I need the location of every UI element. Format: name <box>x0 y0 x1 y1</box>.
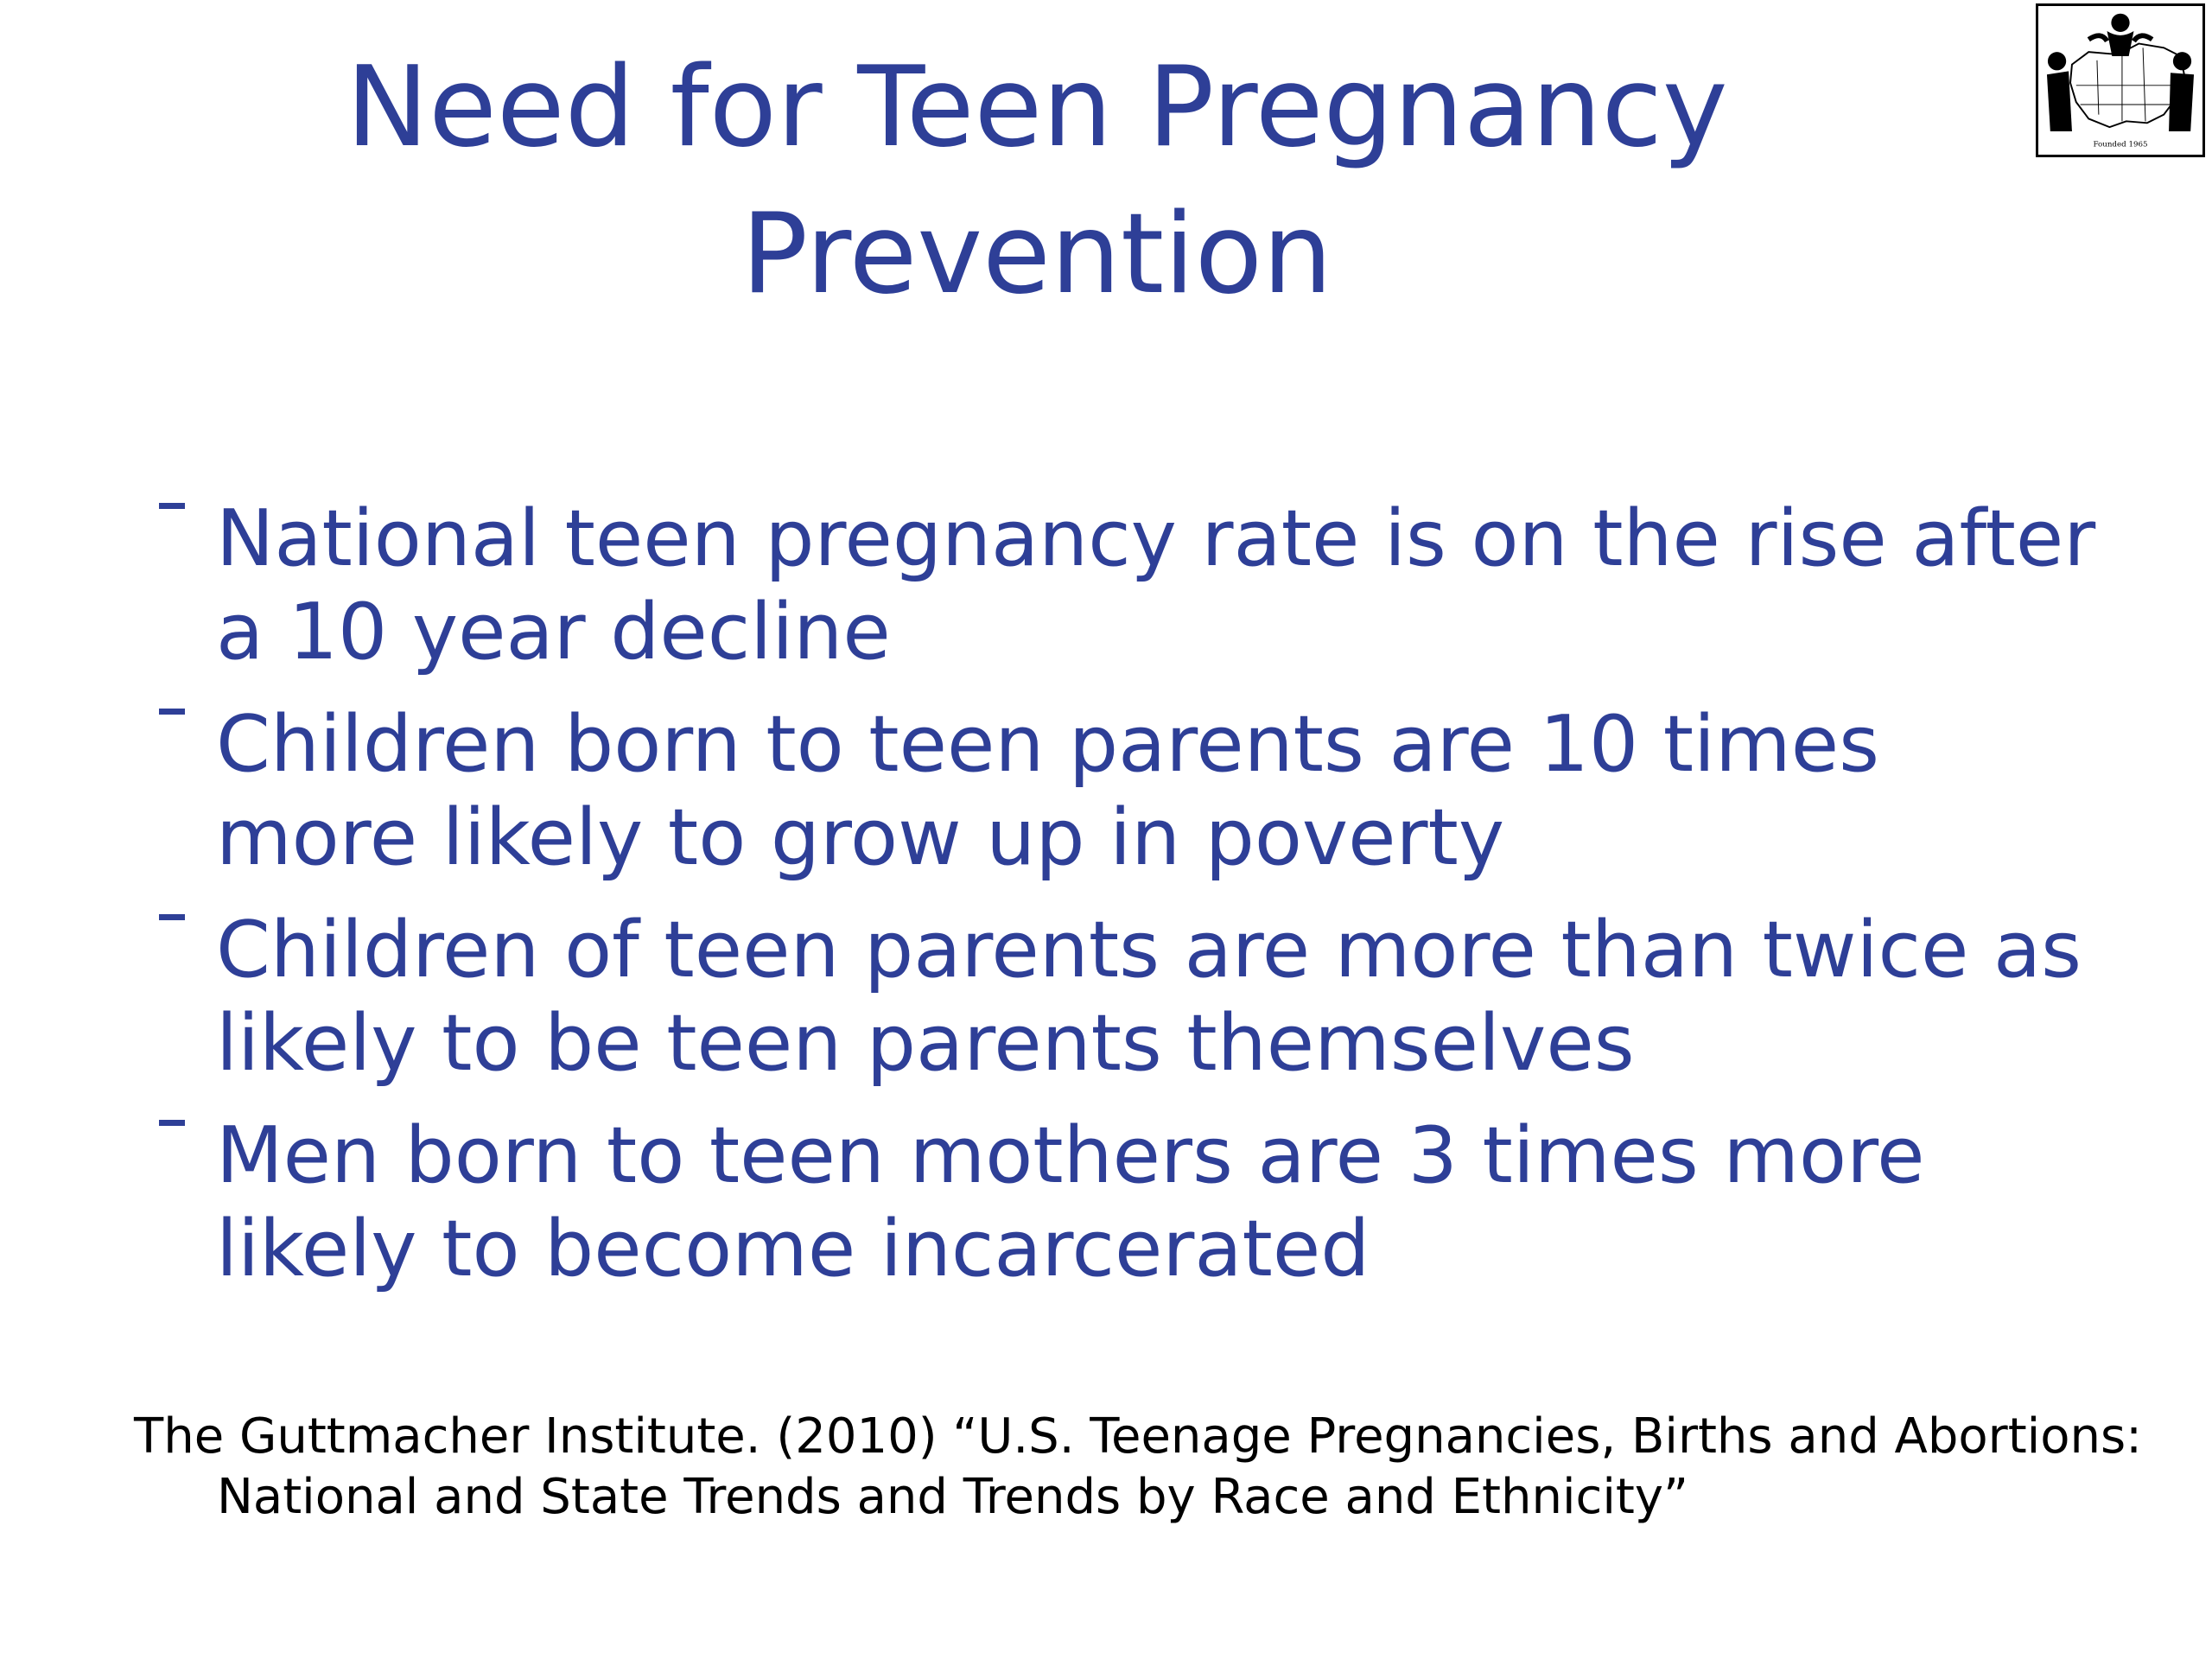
bullet-item: Men born to teen mothers are 3 times mor… <box>156 1109 2100 1296</box>
bullet-item: Children born to teen parents are 10 tim… <box>156 698 2100 885</box>
bullet-text: Children born to teen parents are 10 tim… <box>216 699 1879 883</box>
title-line-2: Prevention <box>741 190 1333 319</box>
bullet-item: Children of teen parents are more than t… <box>156 904 2100 1090</box>
bullet-text: Children of teen parents are more than t… <box>216 905 2082 1089</box>
title-line-1: Need for Teen Pregnancy <box>346 43 1728 172</box>
source-citation: The Guttmacher Institute. (2010) “U.S. T… <box>134 1408 2142 1525</box>
dash-bullet-icon <box>159 709 185 715</box>
bullet-text: National teen pregnancy rate is on the r… <box>216 493 2096 677</box>
organization-logo-icon: Founded 1965 <box>2036 3 2205 157</box>
logo-caption: Founded 1965 <box>2093 140 2147 149</box>
bullet-list: National teen pregnancy rate is on the r… <box>156 493 2100 1315</box>
bullet-text: Men born to teen mothers are 3 times mor… <box>216 1110 1925 1294</box>
slide-title: Need for Teen Pregnancy Prevention <box>173 35 1901 328</box>
dash-bullet-icon <box>159 503 185 509</box>
bullet-item: National teen pregnancy rate is on the r… <box>156 493 2100 679</box>
logo-graphic: Founded 1965 <box>2046 13 2195 149</box>
dash-bullet-icon <box>159 914 185 920</box>
dash-bullet-icon <box>159 1120 185 1126</box>
